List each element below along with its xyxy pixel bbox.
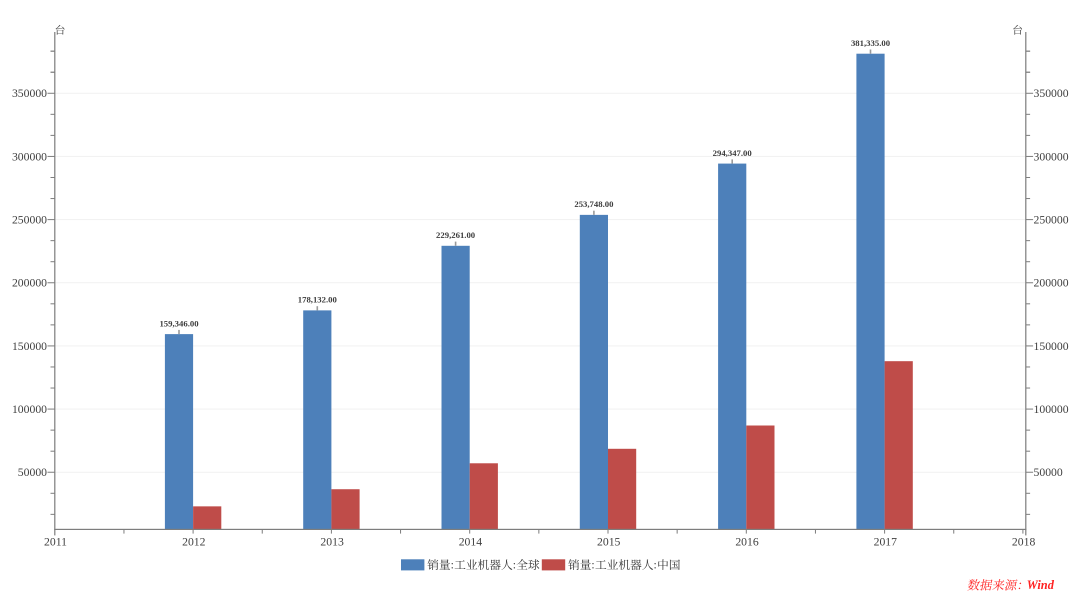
svg-text:350000: 350000 bbox=[1034, 87, 1069, 100]
svg-text:2018: 2018 bbox=[1012, 535, 1036, 548]
svg-text:2013: 2013 bbox=[320, 535, 344, 548]
svg-text:350000: 350000 bbox=[12, 87, 47, 100]
svg-text:2014: 2014 bbox=[459, 535, 483, 548]
svg-text:294,347.00: 294,347.00 bbox=[713, 148, 753, 158]
svg-text:2015: 2015 bbox=[597, 535, 621, 548]
svg-text:381,335.00: 381,335.00 bbox=[851, 38, 891, 48]
svg-text::: : bbox=[654, 559, 657, 572]
svg-text:50000: 50000 bbox=[18, 466, 47, 479]
svg-text::: : bbox=[591, 559, 594, 572]
svg-text:253,748.00: 253,748.00 bbox=[574, 199, 614, 209]
svg-text:250000: 250000 bbox=[12, 213, 47, 226]
svg-text:50000: 50000 bbox=[1034, 466, 1063, 479]
svg-text:150000: 150000 bbox=[12, 340, 47, 353]
svg-text:100000: 100000 bbox=[1034, 403, 1069, 416]
svg-text:2017: 2017 bbox=[874, 535, 898, 548]
svg-text:200000: 200000 bbox=[1034, 277, 1069, 290]
svg-text::: : bbox=[513, 559, 516, 572]
svg-text:2016: 2016 bbox=[735, 535, 759, 548]
svg-text:200000: 200000 bbox=[12, 277, 47, 290]
svg-text:300000: 300000 bbox=[1034, 150, 1069, 163]
svg-text:159,346.00: 159,346.00 bbox=[159, 318, 199, 328]
svg-text:2012: 2012 bbox=[182, 535, 206, 548]
svg-text::: : bbox=[451, 559, 454, 572]
svg-text:Wind: Wind bbox=[1027, 578, 1055, 592]
svg-text:250000: 250000 bbox=[1034, 213, 1069, 226]
svg-text:2011: 2011 bbox=[44, 535, 67, 548]
svg-text:300000: 300000 bbox=[12, 150, 47, 163]
svg-text:229,261.00: 229,261.00 bbox=[436, 230, 476, 240]
svg-text:178,132.00: 178,132.00 bbox=[298, 295, 338, 305]
svg-text:150000: 150000 bbox=[1034, 340, 1069, 353]
svg-text:100000: 100000 bbox=[12, 403, 47, 416]
